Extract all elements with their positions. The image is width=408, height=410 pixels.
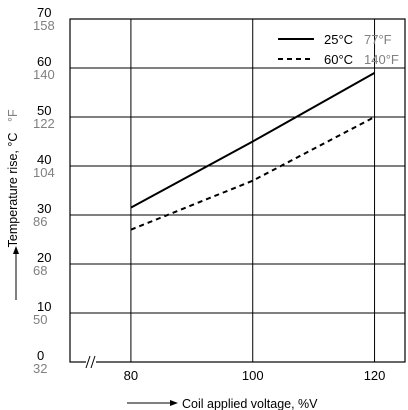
y-tick-label-f: 158 bbox=[33, 18, 55, 33]
y-tick-label-f: 32 bbox=[33, 361, 47, 376]
x-axis-break-mark bbox=[85, 355, 96, 369]
x-axis-label: Coil applied voltage, %V bbox=[182, 397, 318, 410]
series-lines bbox=[130, 72, 376, 231]
legend-label-series-1-alt: 77°F bbox=[364, 32, 392, 47]
plot-frame bbox=[69, 18, 406, 363]
y-tick-label-f: 86 bbox=[33, 214, 47, 229]
y-tick-label-f: 122 bbox=[33, 116, 55, 131]
x-axis-arrow bbox=[127, 400, 178, 406]
y-tick-label-c: 70 bbox=[37, 5, 51, 20]
legend-label-series-1: 25°C bbox=[324, 32, 353, 47]
x-ticks: 80 100 120 bbox=[124, 368, 386, 383]
legend-label-series-2: 60°C bbox=[324, 52, 353, 67]
y-tick-label-c: 40 bbox=[37, 152, 51, 167]
x-tick-label: 80 bbox=[124, 368, 138, 383]
x-tick-label: 100 bbox=[242, 368, 264, 383]
y-axis-label-unit-alt: °F bbox=[6, 109, 20, 122]
y-axis-arrow bbox=[13, 246, 19, 300]
y-tick-label-c: 50 bbox=[37, 103, 51, 118]
y-axis-title: Temperature rise, °C °F bbox=[6, 109, 20, 247]
y-tick-label-f: 68 bbox=[33, 263, 47, 278]
legend-label-series-2-alt: 140°F bbox=[364, 52, 399, 67]
y-tick-label-c: 0 bbox=[37, 348, 44, 363]
y-tick-label-c: 30 bbox=[37, 201, 51, 216]
y-tick-label-c: 20 bbox=[37, 250, 51, 265]
y-tick-label-f: 50 bbox=[33, 312, 47, 327]
legend: 25°C 77°F 60°C 140°F bbox=[278, 32, 399, 67]
grid bbox=[70, 19, 405, 362]
y-tick-label-c: 10 bbox=[37, 299, 51, 314]
y-axis-label: Temperature rise, °C bbox=[6, 133, 20, 248]
y-tick-label-f: 140 bbox=[33, 67, 55, 82]
y-tick-label-c: 60 bbox=[37, 54, 51, 69]
y-tick-label-f: 104 bbox=[33, 165, 55, 180]
x-tick-label: 120 bbox=[364, 368, 386, 383]
